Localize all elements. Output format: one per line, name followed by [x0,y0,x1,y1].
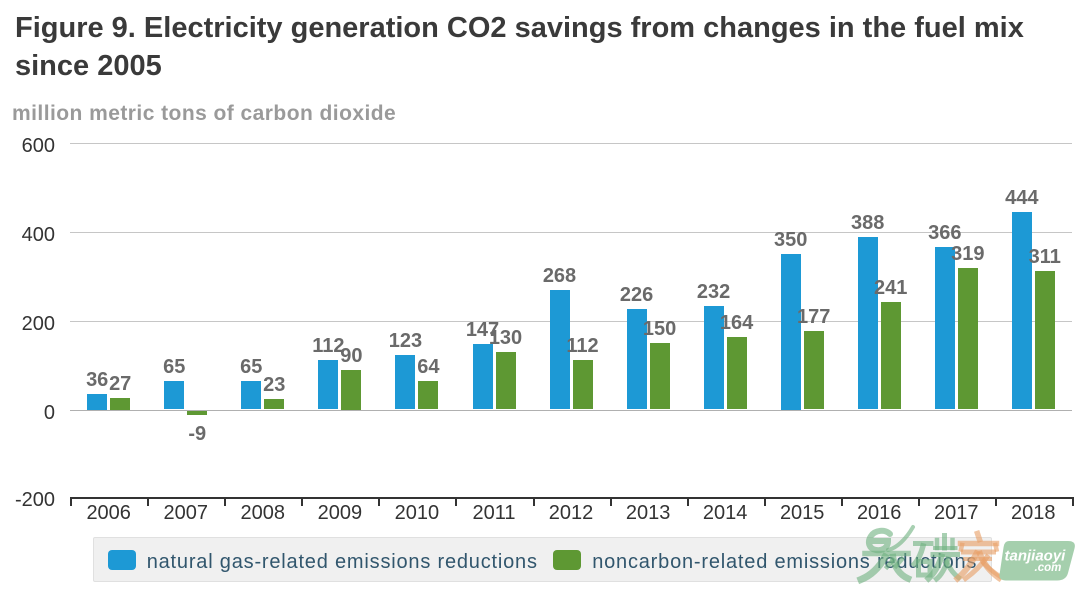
svg-text:.com: .com [1035,562,1062,574]
svg-text:tanjiaoyi: tanjiaoyi [1005,548,1067,565]
